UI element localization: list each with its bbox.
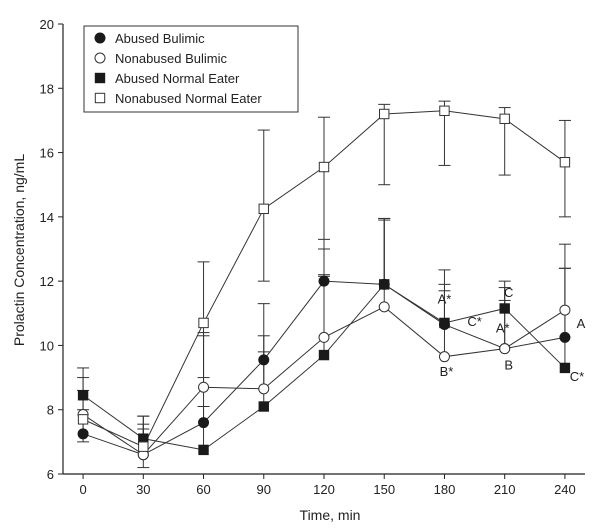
data-point [198, 317, 209, 329]
data-point [258, 203, 269, 215]
x-tick-label: 60 [196, 482, 210, 497]
x-axis-title: Time, min [300, 507, 361, 523]
data-point [499, 343, 511, 355]
annotation-label: B [504, 358, 513, 373]
legend-marker [94, 32, 106, 44]
data-point [198, 417, 210, 429]
data-point [77, 428, 89, 440]
y-tick-label: 8 [47, 403, 54, 418]
x-tick-label: 150 [373, 482, 395, 497]
data-point [318, 275, 330, 287]
data-point [559, 362, 571, 374]
y-tick-label: 12 [40, 274, 54, 289]
y-axis-title: Prolactin Concentration, ng/mL [11, 154, 27, 346]
data-point [379, 108, 390, 120]
legend-entry: Nonabused Bulimic [115, 51, 228, 66]
x-tick-label: 180 [434, 482, 456, 497]
legend-marker [94, 92, 106, 104]
data-point [258, 383, 270, 395]
data-point [138, 441, 149, 452]
data-point [438, 351, 450, 363]
y-tick-label: 6 [47, 467, 54, 482]
data-point [559, 157, 571, 168]
annotation-label: C [504, 285, 513, 300]
legend-marker [94, 72, 106, 84]
x-tick-label: 210 [494, 482, 516, 497]
data-point [198, 444, 209, 456]
x-tick-label: 0 [79, 482, 86, 497]
data-point [77, 414, 89, 425]
series-markers [77, 105, 571, 461]
data-point [318, 349, 330, 361]
annotation-label: C* [570, 369, 584, 384]
data-point [258, 354, 270, 366]
data-point [198, 381, 210, 393]
annotation-label: A* [438, 292, 452, 307]
data-point [439, 105, 450, 116]
legend-entry: Abused Bulimic [115, 31, 205, 46]
y-tick-label: 18 [40, 81, 54, 96]
legend-box [83, 25, 299, 113]
y-tick-label: 16 [40, 146, 54, 161]
annotation-label: A* [496, 321, 510, 336]
x-tick-label: 30 [136, 482, 150, 497]
data-point [559, 304, 571, 316]
data-point [318, 161, 330, 173]
annotation-label: B* [440, 364, 454, 379]
data-point [499, 113, 510, 125]
legend-entry: Nonabused Normal Eater [115, 91, 262, 106]
data-point [318, 331, 330, 343]
axes: 6 8 10 12 14 16 18 20 0 30 60 90 120 150 180 210 240 [40, 17, 585, 497]
x-tick-label: 90 [257, 482, 271, 497]
legend-entry: Abused Normal Eater [115, 71, 240, 86]
legend-marker [94, 52, 106, 64]
data-point [559, 331, 571, 343]
legend: Abused Bulimic Nonabused Bulimic Abused No… [83, 25, 299, 113]
y-tick-label: 20 [40, 17, 54, 32]
data-point [77, 390, 89, 401]
y-tick-label: 10 [40, 338, 54, 353]
data-point [258, 401, 269, 412]
data-point [499, 303, 510, 314]
x-tick-label: 120 [313, 482, 335, 497]
annotations: A* C* C A* B* B A C* [438, 285, 586, 384]
data-point [439, 317, 450, 329]
y-tick-label: 14 [40, 210, 54, 225]
data-point [379, 279, 390, 290]
annotation-label: C* [467, 314, 481, 329]
data-point [378, 301, 390, 313]
annotation-label: A [577, 316, 586, 331]
x-tick-label: 240 [554, 482, 576, 497]
